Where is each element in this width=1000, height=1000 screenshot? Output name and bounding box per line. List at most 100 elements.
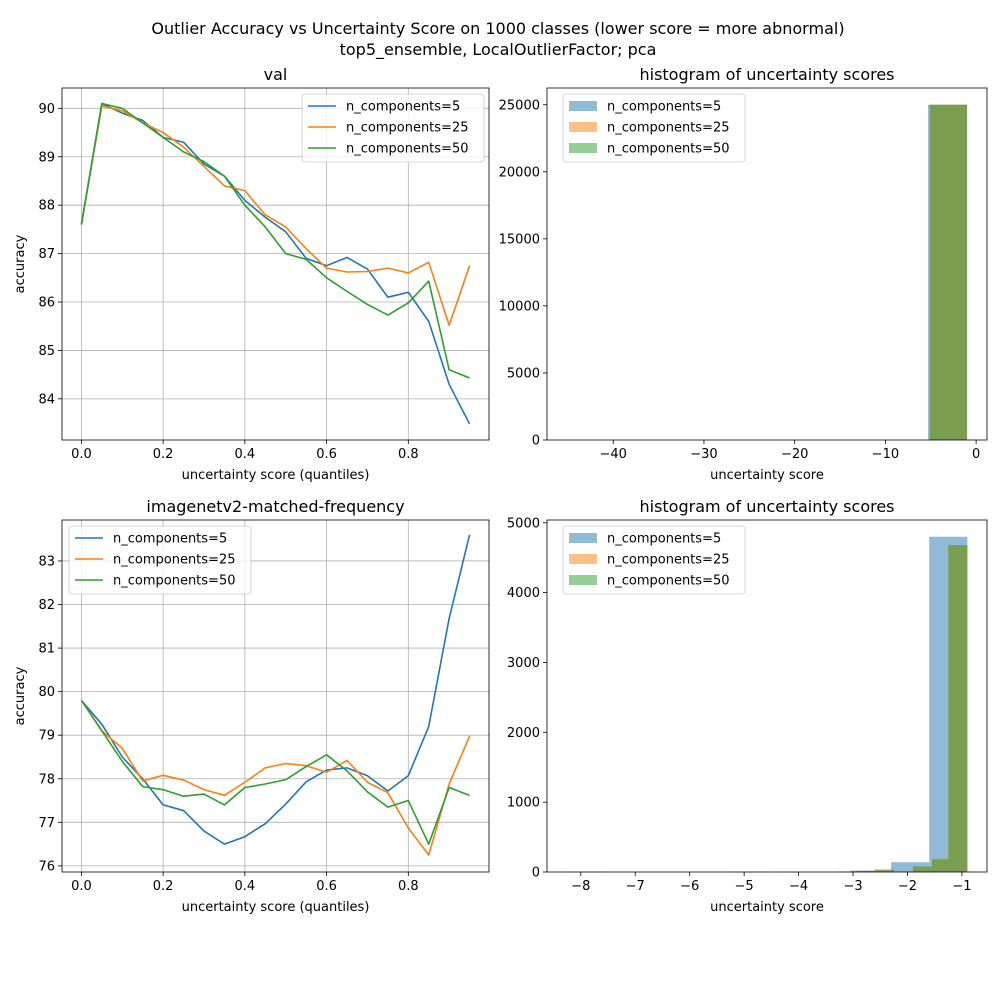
- val-hist-legend-label-n-components-5: n_components=5: [607, 100, 721, 115]
- val-line-ytick-label-2: 86: [38, 296, 55, 311]
- val-hist-legend-swatch-n-components-50: [569, 143, 597, 153]
- val-hist-ytick-label-5: 25000: [499, 98, 540, 113]
- val-line-xtick-label-0: 0.0: [71, 447, 92, 462]
- v2-hist-xtick-label-0: −8: [571, 879, 590, 894]
- v2-line-legend-label-n-components-25: n_components=25: [113, 553, 236, 568]
- v2-hist-xtick-label-1: −7: [626, 879, 645, 894]
- v2-line-ytick-label-1: 77: [38, 816, 55, 831]
- v2-line-ylabel: accuracy: [13, 666, 28, 725]
- v2-hist-bar-n-components-5-3: [891, 862, 930, 872]
- v2-line-legend: n_components=5 n_components=25 n_component…: [68, 525, 252, 595]
- v2-hist-axes-frame: [546, 519, 988, 873]
- v2-line-title: imagenetv2-matched-frequency: [146, 497, 404, 516]
- val-hist-bar-n-components-50-0: [929, 104, 968, 440]
- val-line-ylabel: accuracy: [13, 234, 28, 293]
- v2-hist-legend: n_components=5 n_components=25 n_component…: [562, 525, 746, 595]
- v2-hist-legend-label-n-components-25: n_components=25: [607, 553, 730, 568]
- panel-val-accuracy: 0.0 0.2 0.4 0.6 0.8 84 85 86 87 88 89 90 val uncertai…: [13, 65, 490, 483]
- v2-line-ytick-label-2: 78: [38, 772, 55, 787]
- val-hist-legend-label-n-components-25: n_components=25: [607, 121, 730, 136]
- val-line-xlabel: uncertainty score (quantiles): [182, 468, 370, 483]
- v2-hist-ytick-label-5: 5000: [507, 516, 540, 531]
- v2-line-series-n-components-50: [80, 699, 470, 845]
- v2-line-legend-label-n-components-50: n_components=50: [113, 574, 236, 589]
- v2-hist-ytick-label-2: 2000: [507, 726, 540, 741]
- v2-line-series-n-components-5: [80, 534, 471, 845]
- val-line-title: val: [264, 65, 288, 84]
- val-hist-ytick-label-0: 0: [532, 434, 540, 449]
- v2-hist-bar-n-components-50-6: [948, 545, 968, 872]
- v2-line-xtick-label-3: 0.6: [316, 879, 337, 894]
- v2-line-xtick-label-1: 0.2: [153, 879, 174, 894]
- panel-imagenetv2-accuracy: 0.0 0.2 0.4 0.6 0.8 76 77 78 79 80 81 82 83 imagenetv…: [13, 497, 490, 915]
- v2-line-ytick-label-7: 83: [38, 554, 55, 569]
- v2-line-xtick-label-0: 0.0: [71, 879, 92, 894]
- v2-hist-legend-swatch-n-components-25: [569, 554, 597, 564]
- v2-hist-legend-frame: [562, 525, 746, 595]
- val-line-legend-frame: [301, 93, 485, 163]
- val-hist-legend-swatch-n-components-5: [569, 101, 597, 111]
- val-hist-xtick-label-3: −10: [872, 447, 899, 462]
- val-hist-ytick-label-3: 15000: [499, 232, 540, 247]
- v2-hist-ytick-label-4: 4000: [507, 586, 540, 601]
- v2-line-legend-label-n-components-5: n_components=5: [113, 532, 227, 547]
- val-line-xtick-label-4: 0.8: [398, 447, 419, 462]
- val-line-ytick-label-5: 89: [38, 150, 55, 165]
- v2-line-xlabel: uncertainty score (quantiles): [182, 900, 370, 915]
- figure-title-line2: top5_ensemble, LocalOutlierFactor; pca: [340, 40, 657, 60]
- panel-val-histogram: −40 −30 −20 −10 0 0 5000 10000 15000 20000 25000 hi…: [499, 65, 988, 483]
- v2-line-series-n-components-25: [80, 699, 471, 856]
- val-line-legend-label-n-components-5: n_components=5: [346, 100, 460, 115]
- v2-hist-bar-n-components-50-2: [855, 870, 875, 872]
- v2-hist-xtick-label-3: −5: [735, 879, 754, 894]
- v2-line-xtick-label-4: 0.8: [398, 879, 419, 894]
- v2-hist-ytick-label-0: 0: [532, 866, 540, 881]
- val-line-xtick-label-2: 0.4: [235, 447, 256, 462]
- val-hist-ytick-label-1: 5000: [507, 366, 540, 381]
- val-line-ytick-label-0: 84: [38, 392, 55, 407]
- val-line-ytick-label-1: 85: [38, 344, 55, 359]
- val-hist-xtick-label-1: −30: [690, 447, 717, 462]
- val-hist-ytick-label-2: 10000: [499, 299, 540, 314]
- val-line-axes-frame: [61, 87, 490, 441]
- val-line-xtick-label-3: 0.6: [316, 447, 337, 462]
- v2-hist-ytick-label-1: 1000: [507, 796, 540, 811]
- val-hist-legend-frame: [562, 93, 746, 163]
- v2-hist-xtick-label-4: −4: [789, 879, 808, 894]
- val-line-legend-label-n-components-50: n_components=50: [346, 142, 469, 157]
- val-line-xtick-label-1: 0.2: [153, 447, 174, 462]
- v2-line-ytick-label-0: 76: [38, 859, 55, 874]
- v2-hist-bar-n-components-50-4: [912, 866, 932, 872]
- v2-line-ytick-label-6: 82: [38, 598, 55, 613]
- val-line-ytick-label-3: 87: [38, 247, 55, 262]
- v2-hist-legend-swatch-n-components-50: [569, 575, 597, 585]
- val-hist-xtick-label-2: −20: [781, 447, 808, 462]
- val-hist-xtick-label-4: 0: [972, 447, 980, 462]
- val-hist-xlabel: uncertainty score: [710, 468, 824, 483]
- v2-hist-legend-label-n-components-5: n_components=5: [607, 532, 721, 547]
- val-line-ytick-label-4: 88: [38, 199, 55, 214]
- v2-hist-xtick-label-7: −1: [952, 879, 971, 894]
- val-hist-legend-label-n-components-50: n_components=50: [607, 142, 730, 157]
- v2-line-ytick-label-4: 80: [38, 685, 55, 700]
- figure-title-line1: Outlier Accuracy vs Uncertainty Score on…: [151, 19, 844, 38]
- v2-line-legend-frame: [68, 525, 252, 595]
- v2-hist-legend-label-n-components-50: n_components=50: [607, 574, 730, 589]
- v2-hist-xtick-label-5: −3: [843, 879, 862, 894]
- v2-hist-title: histogram of uncertainty scores: [639, 497, 894, 516]
- val-line-series-n-components-50: [80, 102, 470, 379]
- v2-hist-xlabel: uncertainty score: [710, 900, 824, 915]
- v2-hist-ytick-label-3: 3000: [507, 656, 540, 671]
- v2-hist-xtick-label-2: −6: [680, 879, 699, 894]
- val-hist-legend-swatch-n-components-25: [569, 122, 597, 132]
- val-hist-ytick-label-4: 20000: [499, 165, 540, 180]
- val-hist-legend: n_components=5 n_components=25 n_component…: [562, 93, 746, 163]
- val-line-legend: n_components=5 n_components=25 n_component…: [301, 93, 485, 163]
- val-hist-xtick-label-0: −40: [600, 447, 627, 462]
- v2-hist-xtick-label-6: −2: [898, 879, 917, 894]
- val-hist-axes-frame: [546, 87, 988, 441]
- val-line-ytick-label-6: 90: [38, 102, 55, 117]
- v2-line-ytick-label-5: 81: [38, 642, 55, 657]
- v2-hist-bar-n-components-50-5: [932, 859, 949, 872]
- val-hist-title: histogram of uncertainty scores: [639, 65, 894, 84]
